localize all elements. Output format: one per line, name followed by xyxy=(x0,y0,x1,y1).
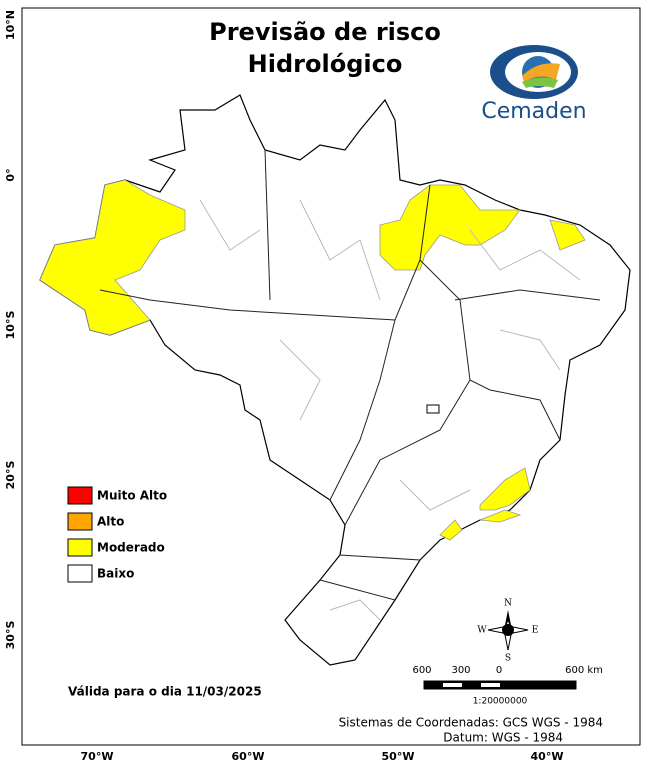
scale-ratio: 1:20000000 xyxy=(473,697,528,707)
logo xyxy=(490,45,578,99)
moderate-areas xyxy=(39,179,586,541)
legend-label: Alto xyxy=(97,515,124,529)
coordinate-system: Sistemas de Coordenadas: GCS WGS - 1984 xyxy=(339,716,603,730)
title-line: Previsão de risco xyxy=(209,18,441,46)
latitude-label: 10°S xyxy=(4,311,17,340)
scale-label: 600 xyxy=(412,665,431,676)
datum: Datum: WGS - 1984 xyxy=(443,731,563,745)
axis-labels: 10°N 0° 10°S 20°S 30°S 70°W 60°W 50°W 40°W xyxy=(4,10,563,763)
legend-label: Moderado xyxy=(97,541,165,555)
state-boundaries xyxy=(99,149,601,621)
compass-label: S xyxy=(505,654,511,664)
compass xyxy=(487,610,529,651)
compass-label: W xyxy=(477,626,487,636)
legend-swatch xyxy=(67,512,93,531)
longitude-label: 40°W xyxy=(531,750,564,763)
scale-bar xyxy=(423,680,577,690)
longitude-label: 70°W xyxy=(81,750,114,763)
scale-label: 0 xyxy=(496,665,502,676)
latitude-label: 0° xyxy=(4,168,17,181)
scale-label: 300 xyxy=(451,665,470,676)
legend: Muito Alto Alto Moderado Baixo xyxy=(67,486,167,583)
compass-label: N xyxy=(504,599,512,609)
compass-label: E xyxy=(532,626,539,636)
title-line: Hidrológico xyxy=(248,50,403,78)
latitude-label: 10°N xyxy=(4,10,17,40)
legend-label: Baixo xyxy=(97,567,134,581)
longitude-label: 60°W xyxy=(232,750,265,763)
latitude-label: 30°S xyxy=(4,621,17,650)
legend-swatch xyxy=(67,486,93,505)
legend-swatch xyxy=(67,564,93,583)
legend-label: Muito Alto xyxy=(97,489,167,503)
longitude-label: 50°W xyxy=(382,750,415,763)
legend-swatch xyxy=(67,538,93,557)
validity-date: Válida para o dia 11/03/2025 xyxy=(68,685,262,699)
latitude-label: 20°S xyxy=(4,461,17,490)
logo-text: Cemaden xyxy=(481,99,586,124)
scale-label: 600 km xyxy=(565,665,603,676)
